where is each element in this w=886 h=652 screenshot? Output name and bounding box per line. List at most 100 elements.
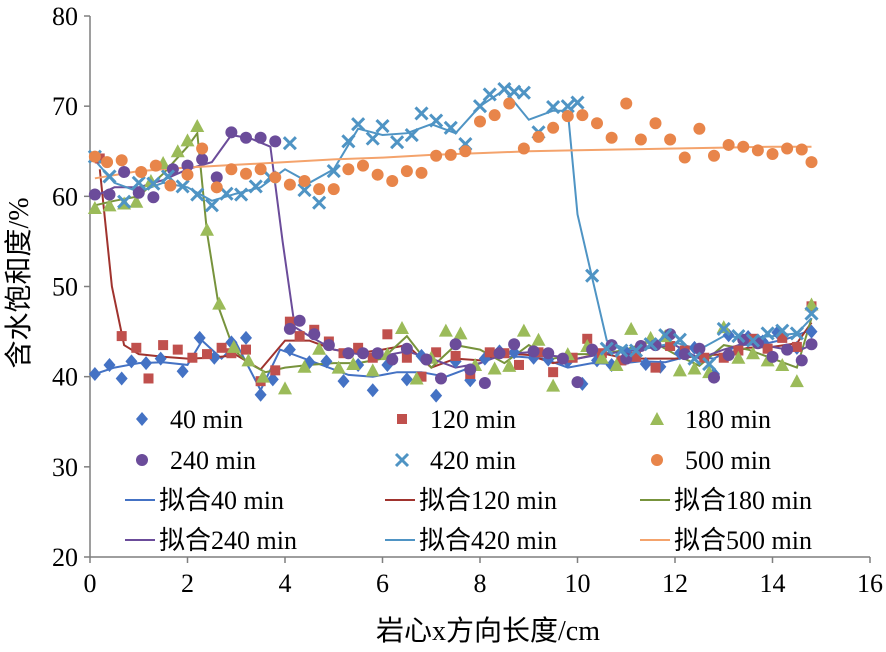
data-point: [219, 186, 234, 201]
legend-label: 420 min: [430, 446, 516, 475]
x-marker-stroke: [560, 99, 575, 114]
data-point: [546, 378, 561, 392]
x-marker-stroke: [394, 452, 410, 468]
data-point: [745, 333, 761, 348]
data-point: [516, 323, 531, 337]
data-point: [131, 175, 146, 190]
data-point: [118, 165, 131, 178]
data-point: [789, 326, 804, 341]
data-point: [649, 117, 662, 130]
data-point: [386, 175, 399, 188]
x-marker-stroke: [472, 99, 488, 114]
legend-item: 240 min: [136, 446, 256, 475]
data-point: [170, 144, 185, 158]
x-marker-stroke: [131, 175, 146, 190]
data-point: [781, 343, 794, 356]
data-point: [129, 194, 144, 208]
y-tick-label: 70: [52, 92, 78, 121]
data-point: [493, 347, 506, 360]
data-point: [181, 159, 194, 172]
legend-marker-swatch: [394, 452, 410, 468]
data-point: [766, 147, 779, 160]
data-point: [342, 163, 355, 176]
data-point: [164, 179, 177, 192]
data-point: [474, 115, 486, 128]
data-point: [88, 188, 101, 201]
data-point: [278, 381, 292, 395]
legend-label: 拟合120 min: [419, 486, 557, 515]
legend-marker-swatch: [136, 412, 148, 426]
x-tick-label: 16: [857, 569, 883, 598]
data-point: [791, 341, 802, 352]
data-point: [687, 361, 702, 375]
data-point: [346, 357, 361, 371]
data-point: [453, 326, 468, 340]
data-point: [570, 95, 585, 110]
data-point: [351, 117, 366, 132]
x-marker-stroke: [702, 356, 717, 372]
data-point: [542, 347, 555, 360]
data-point: [614, 343, 629, 358]
x-marker-stroke: [775, 323, 790, 338]
data-point: [482, 87, 497, 102]
data-point: [762, 343, 773, 354]
data-point: [226, 348, 237, 359]
data-point: [503, 97, 516, 110]
data-point: [488, 109, 501, 122]
data-point: [283, 342, 296, 357]
data-point: [154, 351, 167, 366]
legend-label: 拟合240 min: [159, 526, 297, 555]
data-point: [202, 349, 212, 360]
data-point: [400, 372, 413, 387]
data-point: [449, 338, 462, 351]
data-point: [283, 322, 296, 335]
x-tick-label: 14: [760, 569, 786, 598]
data-point: [556, 352, 569, 365]
x-marker-stroke: [482, 87, 497, 102]
data-point: [371, 347, 384, 360]
x-tick-label: 6: [376, 569, 389, 598]
data-point: [143, 373, 154, 384]
data-point: [532, 130, 545, 143]
data-point: [722, 349, 735, 362]
data-point: [751, 144, 764, 157]
data-point: [320, 354, 333, 369]
data-point: [586, 343, 599, 356]
data-point: [166, 163, 179, 176]
data-point: [115, 371, 128, 386]
data-point: [582, 333, 593, 344]
data-point: [131, 342, 142, 353]
data-point: [322, 339, 335, 352]
data-point: [693, 122, 706, 135]
legend-label: 拟合180 min: [674, 486, 812, 515]
data-point: [450, 350, 461, 361]
x-marker-stroke: [326, 164, 341, 179]
legend-label: 拟合500 min: [674, 526, 812, 555]
data-point: [240, 167, 252, 180]
data-point: [357, 347, 369, 360]
data-point: [650, 362, 661, 373]
data-point: [514, 359, 524, 370]
legend-item: 120 min: [397, 405, 516, 434]
x-marker-stroke: [497, 81, 512, 97]
data-point: [115, 154, 128, 167]
data-point: [371, 168, 384, 181]
data-point: [708, 149, 720, 162]
x-marker-stroke: [745, 333, 761, 348]
y-tick-label: 30: [52, 453, 78, 482]
data-point: [804, 306, 819, 321]
x-marker-stroke: [146, 176, 161, 191]
data-point: [190, 187, 205, 202]
x-tick-label: 10: [565, 569, 591, 598]
data-point: [297, 359, 312, 373]
x-tick-label: 8: [474, 569, 487, 598]
data-point: [241, 353, 256, 367]
data-point: [594, 350, 609, 364]
data-point: [400, 165, 413, 178]
x-marker-stroke: [341, 134, 356, 149]
data-point: [585, 268, 600, 283]
fit-line-series-9: [94, 133, 812, 369]
data-point: [548, 367, 559, 378]
data-point: [443, 120, 458, 135]
